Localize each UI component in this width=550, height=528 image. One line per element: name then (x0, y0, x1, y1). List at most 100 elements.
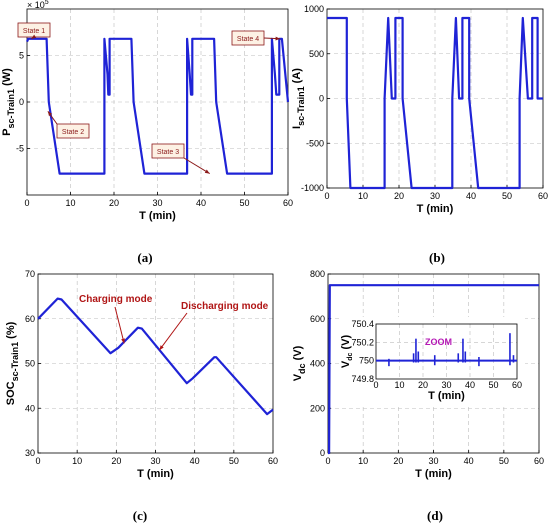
d-panel-label: (d) (427, 508, 443, 523)
a-panel-label: (a) (137, 250, 152, 265)
b-x-tick-label: 0 (324, 191, 329, 201)
state-annotation-box (151, 143, 185, 159)
c-data-line (37, 297, 274, 416)
discharging-mode-arrow-head (159, 345, 164, 351)
b-y-axis-label: Isc-Train1 (A) (291, 68, 306, 129)
a-x-tick-label: 30 (152, 198, 162, 208)
a-data-line (26, 37, 290, 175)
c-y-tick-label: 30 (25, 448, 35, 458)
c-y-tick-label: 50 (25, 359, 35, 369)
d-x-tick-label: 40 (464, 456, 474, 466)
state-annotation-label: State 2 (62, 129, 84, 136)
c-panel-label: (c) (133, 508, 147, 523)
d-y-tick-label: 200 (310, 403, 325, 413)
c-y-tick-label: 70 (25, 269, 35, 279)
a-x-tick-label: 20 (109, 198, 119, 208)
a-x-axis-label: T (min) (139, 210, 176, 222)
b-y-tick-label: -1000 (301, 183, 324, 193)
b-x-tick-label: 60 (538, 191, 548, 201)
state-annotation-arrow-shaft (183, 157, 210, 175)
b-x-axis-label: T (min) (417, 203, 454, 215)
b-data-line (327, 16, 543, 190)
charging-mode-arrow-shaft (114, 306, 125, 344)
d-x-tick-label: 10 (358, 456, 368, 466)
state-annotation-box (56, 123, 90, 139)
inset-y-tick-label: 750.4 (351, 319, 374, 329)
b-y-tick-label: 500 (309, 49, 324, 59)
c-x-tick-label: 60 (268, 456, 278, 466)
a-y-axis-label: Psc-Train1 (W) (1, 68, 16, 136)
a-y-tick-label: 0 (19, 97, 24, 107)
c-y-tick-label: 60 (25, 314, 35, 324)
panel-a-power-chart: 0 10 20 30 40 50 60 -5 0 5 T (min) Psc-Train1 (W) × … (1, 0, 293, 265)
d-y-tick-label: 800 (310, 269, 325, 279)
b-y-tick-label: -500 (306, 138, 324, 148)
b-x-tick-label: 40 (466, 191, 476, 201)
inset-y-tick-label: 750 (359, 356, 374, 366)
d-y-tick-label: 400 (310, 359, 325, 369)
inset-x-tick-label: 30 (441, 380, 451, 390)
charging-mode-arrow-head (121, 338, 125, 344)
c-x-tick-label: 10 (72, 456, 82, 466)
d-x-axis-label: T (min) (415, 468, 452, 480)
inset-x-tick-label: 60 (512, 380, 522, 390)
d-y-tick-label: 600 (310, 314, 325, 324)
state-annotation-label: State 1 (23, 28, 45, 35)
inset-plot-frame (375, 323, 518, 380)
c-y-axis-label: SOCsc-Train1 (%) (5, 321, 20, 405)
discharging-mode-arrow-shaft (159, 312, 188, 351)
c-x-tick-label: 40 (190, 456, 200, 466)
state-annotation-arrow-head (47, 111, 53, 117)
a-x-tick-label: 10 (65, 198, 75, 208)
c-x-tick-label: 50 (229, 456, 239, 466)
a-y-multiplier: × 105 (27, 0, 49, 10)
inset-x-axis-label: T (min) (428, 390, 465, 402)
d-x-tick-label: 30 (428, 456, 438, 466)
d-x-tick-label: 20 (393, 456, 403, 466)
inset-x-tick-label: 10 (394, 380, 404, 390)
d-data-line (328, 284, 539, 455)
a-y-tick-label: 5 (19, 51, 24, 61)
inset-y-tick-label: 749.8 (351, 374, 374, 384)
b-y-tick-label: 0 (319, 94, 324, 104)
d-x-tick-label: 50 (499, 456, 509, 466)
panel-b-current-chart: 0 10 20 30 40 50 60 -1000 -500 0 500 1000 T (min) Isc… (291, 4, 548, 265)
a-x-tick-label: 60 (283, 198, 293, 208)
state-annotation-label: State 3 (157, 149, 179, 156)
d-y-axis-label: Vdc (V) (292, 345, 307, 381)
c-x-tick-label: 0 (35, 456, 40, 466)
charging-mode-annotation: Charging mode (79, 294, 153, 305)
state-annotation-arrow-head (275, 36, 281, 41)
c-x-axis-label: T (min) (137, 468, 174, 480)
panel-c-soc-chart: 0 10 20 30 40 50 60 30 40 50 60 70 T (min) SOCsc-Trai… (5, 269, 278, 523)
d-x-tick-label: 0 (325, 456, 330, 466)
c-y-tick-label: 40 (25, 403, 35, 413)
d-y-tick-label: 0 (320, 448, 325, 458)
a-y-tick-label: -5 (16, 144, 24, 154)
state-annotation-arrow-head (31, 34, 37, 39)
b-x-tick-label: 30 (430, 191, 440, 201)
discharging-mode-annotation: Discharging mode (181, 301, 269, 312)
a-x-tick-label: 50 (239, 198, 249, 208)
inset-x-tick-label: 0 (373, 380, 378, 390)
b-x-tick-label: 10 (358, 191, 368, 201)
inset-x-tick-label: 40 (465, 380, 475, 390)
b-x-tick-label: 20 (394, 191, 404, 201)
b-x-tick-label: 50 (502, 191, 512, 201)
c-x-tick-label: 20 (111, 456, 121, 466)
a-x-tick-label: 40 (196, 198, 206, 208)
state-annotation-label: State 4 (237, 36, 259, 43)
inset-x-tick-label: 20 (418, 380, 428, 390)
state-annotation-arrow-head (204, 169, 210, 174)
b-y-tick-label: 1000 (304, 4, 324, 14)
inset-x-tick-label: 50 (488, 380, 498, 390)
d-x-tick-label: 60 (534, 456, 544, 466)
c-x-tick-label: 30 (150, 456, 160, 466)
inset-y-axis-label: Vdc (V) (340, 335, 354, 369)
b-panel-label: (b) (429, 250, 445, 265)
a-x-tick-label: 0 (24, 198, 29, 208)
inset-y-tick-label: 750.2 (351, 337, 374, 347)
zoom-label: ZOOM (425, 337, 452, 347)
